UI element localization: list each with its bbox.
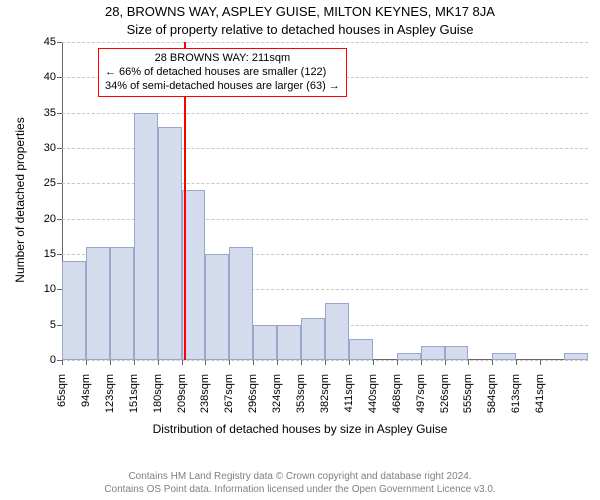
x-tick-label: 440sqm — [367, 374, 379, 430]
x-tick — [253, 360, 254, 365]
histogram-bar — [229, 247, 253, 360]
x-tick-label: 468sqm — [391, 374, 403, 430]
x-tick-label: 238sqm — [199, 374, 211, 430]
x-tick-label: 151sqm — [128, 374, 140, 430]
histogram-bar — [134, 113, 158, 360]
x-tick-label: 180sqm — [152, 374, 164, 430]
y-tick — [57, 77, 62, 78]
x-tick — [229, 360, 230, 365]
histogram-bar — [325, 303, 349, 360]
y-tick-label: 40 — [32, 71, 56, 83]
histogram-bar — [62, 261, 86, 360]
x-tick-label: 411sqm — [343, 374, 355, 430]
x-tick — [421, 360, 422, 365]
histogram-bar — [301, 318, 325, 360]
x-tick — [349, 360, 350, 365]
y-tick-label: 5 — [32, 319, 56, 331]
footer-line-2: Contains OS Point data. Information lice… — [0, 483, 600, 496]
x-tick-label: 555sqm — [462, 374, 474, 430]
page-title-line1: 28, BROWNS WAY, ASPLEY GUISE, MILTON KEY… — [0, 4, 600, 19]
x-tick-label: 94sqm — [80, 374, 92, 430]
histogram-bar — [421, 346, 445, 360]
x-tick — [86, 360, 87, 365]
x-tick — [325, 360, 326, 365]
annotation-line: 34% of semi-detached houses are larger (… — [105, 80, 340, 94]
y-axis-title: Number of detached properties — [13, 110, 27, 290]
footer-attribution: Contains HM Land Registry data © Crown c… — [0, 470, 600, 496]
histogram-bar — [205, 254, 229, 360]
x-tick-label: 641sqm — [534, 374, 546, 430]
histogram-bar — [445, 346, 469, 360]
x-tick — [158, 360, 159, 365]
x-tick — [301, 360, 302, 365]
x-tick — [182, 360, 183, 365]
x-tick-label: 497sqm — [415, 374, 427, 430]
y-tick-label: 15 — [32, 248, 56, 260]
gridline — [62, 42, 588, 43]
footer-line-1: Contains HM Land Registry data © Crown c… — [0, 470, 600, 483]
histogram-bar — [110, 247, 134, 360]
x-tick-label: 65sqm — [56, 374, 68, 430]
x-tick — [492, 360, 493, 365]
x-tick-label: 123sqm — [104, 374, 116, 430]
x-tick-label: 584sqm — [486, 374, 498, 430]
y-tick — [57, 254, 62, 255]
histogram-bar — [86, 247, 110, 360]
x-tick — [445, 360, 446, 365]
x-tick-label: 382sqm — [319, 374, 331, 430]
annotation-line: ← 66% of detached houses are smaller (12… — [105, 66, 340, 80]
y-tick — [57, 219, 62, 220]
x-tick-label: 209sqm — [176, 374, 188, 430]
histogram-bar — [277, 325, 301, 360]
x-tick — [540, 360, 541, 365]
histogram-bar — [349, 339, 373, 360]
histogram-bar — [253, 325, 277, 360]
page-title-line2: Size of property relative to detached ho… — [0, 22, 600, 37]
x-tick — [468, 360, 469, 365]
x-tick — [110, 360, 111, 365]
y-tick-label: 25 — [32, 177, 56, 189]
annotation-line: 28 BROWNS WAY: 211sqm — [105, 52, 340, 66]
x-tick-label: 526sqm — [439, 374, 451, 430]
x-tick — [134, 360, 135, 365]
histogram-bar — [492, 353, 516, 360]
histogram-bar — [158, 127, 182, 360]
histogram-bar — [397, 353, 421, 360]
chart-plot-area: 28 BROWNS WAY: 211sqm← 66% of detached h… — [62, 42, 588, 360]
histogram-bar — [564, 353, 588, 360]
x-tick-label: 324sqm — [271, 374, 283, 430]
x-tick — [277, 360, 278, 365]
x-tick-label: 353sqm — [295, 374, 307, 430]
y-tick-label: 45 — [32, 36, 56, 48]
y-tick — [57, 183, 62, 184]
x-tick — [373, 360, 374, 365]
x-tick — [516, 360, 517, 365]
y-tick — [57, 42, 62, 43]
x-tick — [62, 360, 63, 365]
x-tick — [205, 360, 206, 365]
y-tick-label: 0 — [32, 354, 56, 366]
y-tick-label: 35 — [32, 107, 56, 119]
x-tick — [397, 360, 398, 365]
y-tick-label: 30 — [32, 142, 56, 154]
x-tick-label: 613sqm — [510, 374, 522, 430]
x-tick-label: 267sqm — [223, 374, 235, 430]
y-tick — [57, 113, 62, 114]
y-tick-label: 20 — [32, 213, 56, 225]
reference-annotation: 28 BROWNS WAY: 211sqm← 66% of detached h… — [98, 48, 347, 97]
y-tick — [57, 148, 62, 149]
y-tick-label: 10 — [32, 283, 56, 295]
x-tick-label: 296sqm — [247, 374, 259, 430]
